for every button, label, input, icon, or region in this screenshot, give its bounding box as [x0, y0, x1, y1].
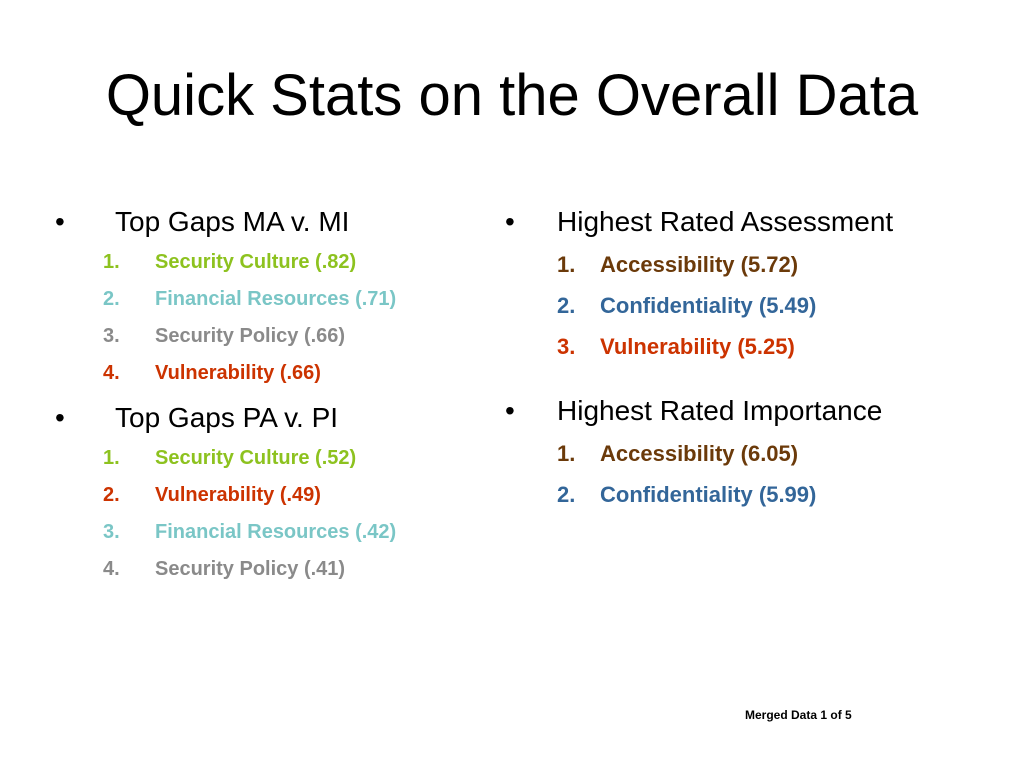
- section-heading-text: Highest Rated Importance: [557, 395, 883, 426]
- section-highest-rated-assessment: • Highest Rated Assessment 1. Accessibil…: [505, 200, 1005, 367]
- section-heading-text: Top Gaps PA v. PI: [115, 402, 339, 433]
- right-column: • Highest Rated Assessment 1. Accessibil…: [505, 200, 1005, 515]
- list-item: 2. Vulnerability (.49): [55, 477, 485, 514]
- list-item: 1. Security Culture (.52): [55, 440, 485, 477]
- item-text: Vulnerability (5.25): [600, 334, 795, 359]
- item-text: Accessibility (5.72): [600, 252, 799, 277]
- section-highest-rated-importance: • Highest Rated Importance 1. Accessibil…: [505, 389, 1005, 515]
- list-item: 3. Security Policy (.66): [55, 318, 485, 355]
- left-column: • Top Gaps MA v. MI 1. Security Culture …: [55, 200, 485, 588]
- item-text: Security Culture (.52): [155, 447, 357, 469]
- item-text: Security Policy (.41): [155, 558, 346, 580]
- item-text: Financial Resources (.42): [155, 521, 397, 543]
- item-number: 2.: [557, 293, 576, 318]
- bullet-icon: •: [505, 206, 515, 237]
- item-text: Vulnerability (.66): [155, 362, 321, 384]
- list-item: 4. Security Policy (.41): [55, 551, 485, 588]
- item-number: 3.: [103, 521, 120, 543]
- item-number: 2.: [103, 484, 120, 506]
- section-top-gaps-pa-pi: • Top Gaps PA v. PI 1. Security Culture …: [55, 396, 485, 588]
- section-heading: • Top Gaps MA v. MI: [55, 200, 485, 244]
- item-number: 3.: [103, 325, 120, 347]
- section-heading-text: Top Gaps MA v. MI: [115, 206, 350, 237]
- item-number: 1.: [557, 252, 576, 277]
- section-heading-text: Highest Rated Assessment: [557, 206, 894, 237]
- list-item: 1. Accessibility (6.05): [505, 433, 1005, 474]
- sub-list: 1. Accessibility (6.05) 2. Confidentiali…: [505, 433, 1005, 515]
- item-number: 2.: [103, 288, 120, 310]
- item-text: Security Policy (.66): [155, 325, 346, 347]
- list-item: 1. Accessibility (5.72): [505, 244, 1005, 285]
- bullet-icon: •: [55, 402, 65, 433]
- list-item: 1. Security Culture (.82): [55, 244, 485, 281]
- list-item: 3. Financial Resources (.42): [55, 514, 485, 551]
- section-heading: • Highest Rated Assessment: [505, 200, 1005, 244]
- item-number: 4.: [103, 362, 120, 384]
- slide-title: Quick Stats on the Overall Data: [105, 63, 919, 128]
- section-heading: • Highest Rated Importance: [505, 389, 1005, 433]
- bullet-icon: •: [505, 395, 515, 426]
- section-top-gaps-ma-mi: • Top Gaps MA v. MI 1. Security Culture …: [55, 200, 485, 392]
- sub-list: 1. Security Culture (.52) 2. Vulnerabili…: [55, 440, 485, 588]
- list-item: 3. Vulnerability (5.25): [505, 326, 1005, 367]
- list-item: 2. Financial Resources (.71): [55, 281, 485, 318]
- item-text: Confidentiality (5.49): [600, 293, 817, 318]
- item-number: 4.: [103, 558, 120, 580]
- list-item: 4. Vulnerability (.66): [55, 355, 485, 392]
- item-number: 1.: [103, 251, 120, 273]
- slide-footer: Merged Data 1 of 5: [745, 708, 852, 722]
- item-number: 2.: [557, 482, 576, 507]
- item-number: 3.: [557, 334, 576, 359]
- item-number: 1.: [557, 441, 576, 466]
- list-item: 2. Confidentiality (5.49): [505, 285, 1005, 326]
- item-text: Confidentiality (5.99): [600, 482, 817, 507]
- item-text: Accessibility (6.05): [600, 441, 799, 466]
- item-number: 1.: [103, 447, 120, 469]
- item-text: Financial Resources (.71): [155, 288, 397, 310]
- item-text: Vulnerability (.49): [155, 484, 321, 506]
- sub-list: 1. Security Culture (.82) 2. Financial R…: [55, 244, 485, 392]
- bullet-icon: •: [55, 206, 65, 237]
- list-item: 2. Confidentiality (5.99): [505, 474, 1005, 515]
- sub-list: 1. Accessibility (5.72) 2. Confidentiali…: [505, 244, 1005, 367]
- item-text: Security Culture (.82): [155, 251, 357, 273]
- section-heading: • Top Gaps PA v. PI: [55, 396, 485, 440]
